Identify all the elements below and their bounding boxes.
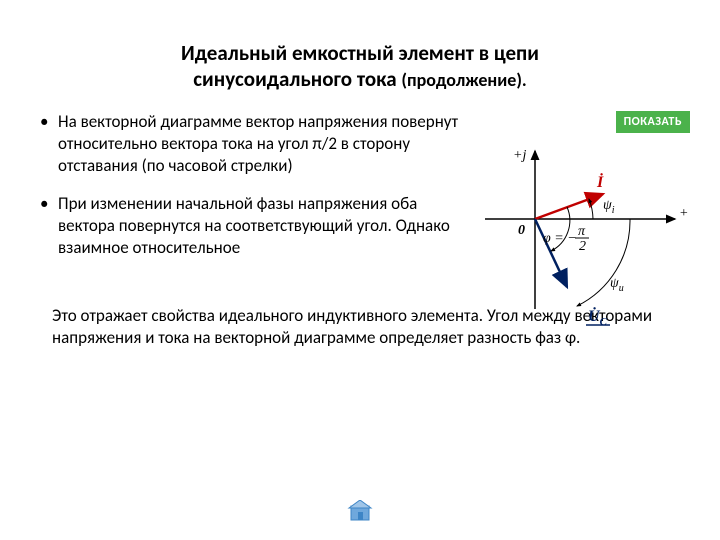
vector-diagram: +j 0 + İ ψi ψu φ = − π 2 U̇C [475, 139, 690, 334]
content-row: На векторной диаграмме вектор напряжения… [0, 111, 720, 276]
diagram-column: ПОКАЗАТЬ [475, 111, 690, 276]
title-line2: синусоидального тока [193, 66, 401, 92]
show-badge[interactable]: ПОКАЗАТЬ [616, 111, 690, 133]
pi-den: 2 [579, 239, 586, 254]
bullet-item-1: На векторной диаграмме вектор напряжения… [40, 111, 465, 177]
slide-title: Идеальный емкостный элемент в цепи синус… [0, 0, 720, 111]
psi-i-arc [589, 199, 593, 219]
bullet-item-2: При изменении начальной фазы напряжения … [40, 193, 465, 259]
title-line3: (продолжение). [401, 69, 526, 91]
psi-i-label: ψi [603, 198, 615, 216]
home-nav-icon[interactable] [345, 500, 375, 522]
zero-label: 0 [518, 223, 525, 238]
plus-j-label: +j [513, 148, 526, 163]
i-label: İ [596, 172, 604, 191]
plus-label: + [679, 206, 688, 221]
bullet-list: На векторной диаграмме вектор напряжения… [40, 111, 465, 276]
phi-eq-label: φ = − [543, 231, 577, 246]
voltage-vector [535, 219, 567, 287]
title-line1: Идеальный емкостный элемент в цепи [181, 40, 539, 66]
psi-u-label: ψu [610, 276, 624, 294]
pi-num: π [578, 224, 586, 239]
